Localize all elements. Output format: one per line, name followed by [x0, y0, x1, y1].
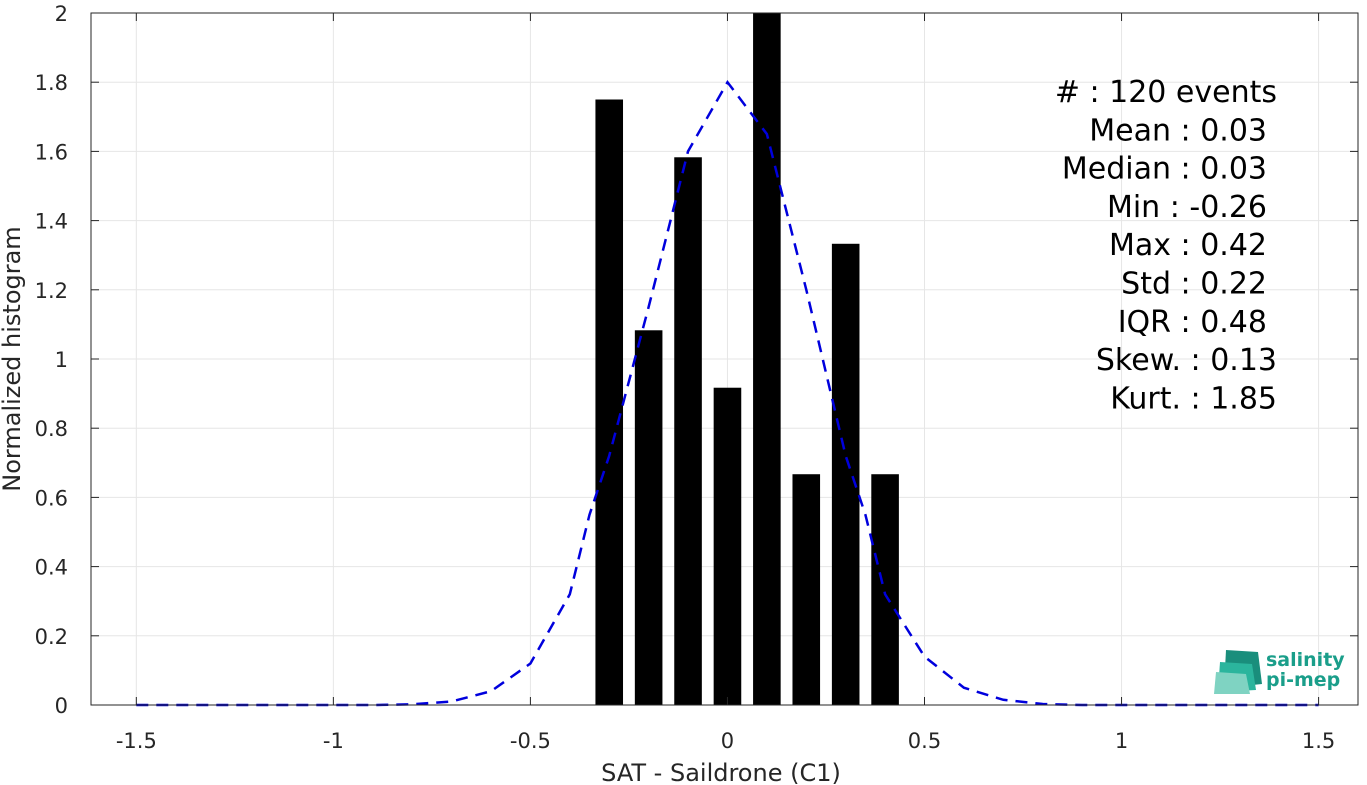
histogram-bar — [831, 243, 860, 706]
x-tick-label: -0.5 — [510, 729, 551, 753]
y-tick-label: 1.6 — [35, 140, 68, 164]
y-tick-label: 0.4 — [35, 556, 68, 580]
stat-line: Median : 0.03 — [1062, 152, 1267, 187]
x-tick-label: -1.5 — [116, 729, 157, 753]
x-tick-label: 1 — [1115, 729, 1128, 753]
y-tick-label: 1.2 — [35, 279, 68, 303]
stat-line: Std : 0.22 — [1121, 267, 1267, 302]
stat-line: Kurt. : 1.85 — [1110, 381, 1277, 416]
stat-line: IQR : 0.48 — [1118, 305, 1267, 340]
stat-line: Skew. : 0.13 — [1096, 343, 1277, 378]
y-tick-label: 1.4 — [35, 210, 68, 234]
histogram-bar — [634, 330, 663, 705]
x-axis-ticks: -1.5 -1 -0.5 0 0.5 1 1.5 — [116, 13, 1335, 753]
y-tick-label: 0 — [55, 694, 68, 718]
salinity-pi-mep-logo: salinity pi-mep — [1214, 649, 1345, 694]
histogram-bar — [595, 99, 624, 705]
x-tick-label: 0 — [721, 729, 734, 753]
x-tick-label: -1 — [323, 729, 344, 753]
stat-line: Min : -0.26 — [1107, 190, 1267, 225]
wave-logo-icon — [1214, 650, 1262, 694]
x-tick-label: 0.5 — [908, 729, 941, 753]
x-tick-label: 1.5 — [1302, 729, 1335, 753]
y-axis-ticks: 0 0.2 0.4 0.6 0.8 1 1.2 1.4 1.6 1.8 2 — [35, 2, 1358, 718]
logo-text-salinity: salinity — [1266, 649, 1345, 671]
y-tick-label: 0.2 — [35, 625, 68, 649]
histogram-bar — [871, 474, 899, 705]
y-tick-label: 1 — [55, 348, 68, 372]
y-tick-label: 1.8 — [35, 71, 68, 95]
histogram-bar — [753, 13, 781, 705]
stat-line: Max : 0.42 — [1109, 228, 1267, 263]
bars — [595, 13, 899, 706]
y-tick-label: 0.6 — [35, 486, 68, 510]
stat-line: Mean : 0.03 — [1089, 113, 1267, 148]
histogram-bar — [674, 157, 702, 706]
histogram-bar — [713, 387, 742, 705]
y-axis-label: Normalized histogram — [0, 226, 26, 491]
histogram-bar — [792, 474, 821, 705]
x-axis-label: SAT - Saildrone (C1) — [601, 759, 841, 785]
logo-text-pi-mep: pi-mep — [1266, 669, 1340, 691]
y-tick-label: 0.8 — [35, 417, 68, 441]
stat-line: # : 120 events — [1055, 75, 1277, 110]
y-tick-label: 2 — [55, 2, 68, 26]
